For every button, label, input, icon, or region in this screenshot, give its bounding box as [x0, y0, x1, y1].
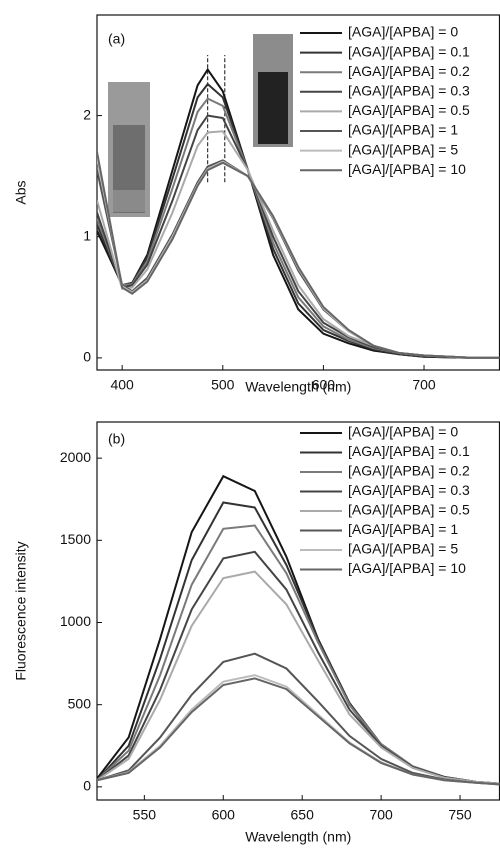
cuvette-left	[108, 82, 150, 217]
legend-label: [AGA]/[APBA] = 0	[348, 424, 458, 440]
legend-label: [AGA]/[APBA] = 10	[348, 560, 466, 576]
y-tick-label: 1000	[60, 613, 91, 629]
series-line	[97, 159, 500, 359]
y-axis-label: Abs	[13, 180, 29, 204]
x-tick-label: 750	[448, 807, 472, 823]
x-tick-label: 600	[312, 377, 336, 393]
x-axis-label: Wavelength (nm)	[245, 379, 351, 395]
x-axis-label: Wavelength (nm)	[245, 829, 351, 845]
legend-label: [AGA]/[APBA] = 0	[348, 24, 458, 40]
series-line	[97, 677, 500, 786]
y-tick-label: 500	[68, 695, 92, 711]
legend-label: [AGA]/[APBA] = 0.5	[348, 502, 470, 518]
series-line	[97, 652, 500, 786]
legend-label: [AGA]/[APBA] = 5	[348, 541, 458, 557]
legend-label: [AGA]/[APBA] = 1	[348, 521, 458, 537]
legend-label: [AGA]/[APBA] = 0.1	[348, 43, 470, 59]
legend-label: [AGA]/[APBA] = 0.2	[348, 463, 470, 479]
y-axis-label: Fluorescence intensity	[13, 541, 29, 680]
legend-label: [AGA]/[APBA] = 5	[348, 141, 458, 157]
y-tick-label: 2	[83, 106, 91, 122]
series-line	[97, 157, 500, 359]
legend-label: [AGA]/[APBA] = 0.3	[348, 482, 470, 498]
x-tick-label: 700	[412, 377, 436, 393]
x-tick-label: 550	[133, 807, 157, 823]
legend-label: [AGA]/[APBA] = 0.1	[348, 443, 470, 459]
cuvette-right	[253, 34, 293, 147]
panel-label: (a)	[108, 31, 125, 47]
y-tick-label: 1500	[60, 531, 91, 547]
x-tick-label: 400	[110, 377, 134, 393]
y-tick-label: 1	[83, 227, 91, 243]
x-tick-label: 650	[291, 807, 315, 823]
legend-label: [AGA]/[APBA] = 10	[348, 161, 466, 177]
series-line	[97, 151, 500, 359]
series-line	[97, 674, 500, 786]
y-tick-label: 0	[83, 349, 91, 365]
x-tick-label: 700	[369, 807, 393, 823]
legend-label: [AGA]/[APBA] = 0.5	[348, 102, 470, 118]
y-tick-label: 2000	[60, 449, 91, 465]
x-tick-label: 600	[212, 807, 236, 823]
series-line	[97, 570, 500, 785]
legend-label: [AGA]/[APBA] = 1	[348, 122, 458, 138]
y-tick-label: 0	[83, 778, 91, 794]
x-tick-label: 500	[211, 377, 235, 393]
legend-label: [AGA]/[APBA] = 0.3	[348, 83, 470, 99]
panel-label: (b)	[108, 431, 125, 447]
legend-label: [AGA]/[APBA] = 0.2	[348, 63, 470, 79]
